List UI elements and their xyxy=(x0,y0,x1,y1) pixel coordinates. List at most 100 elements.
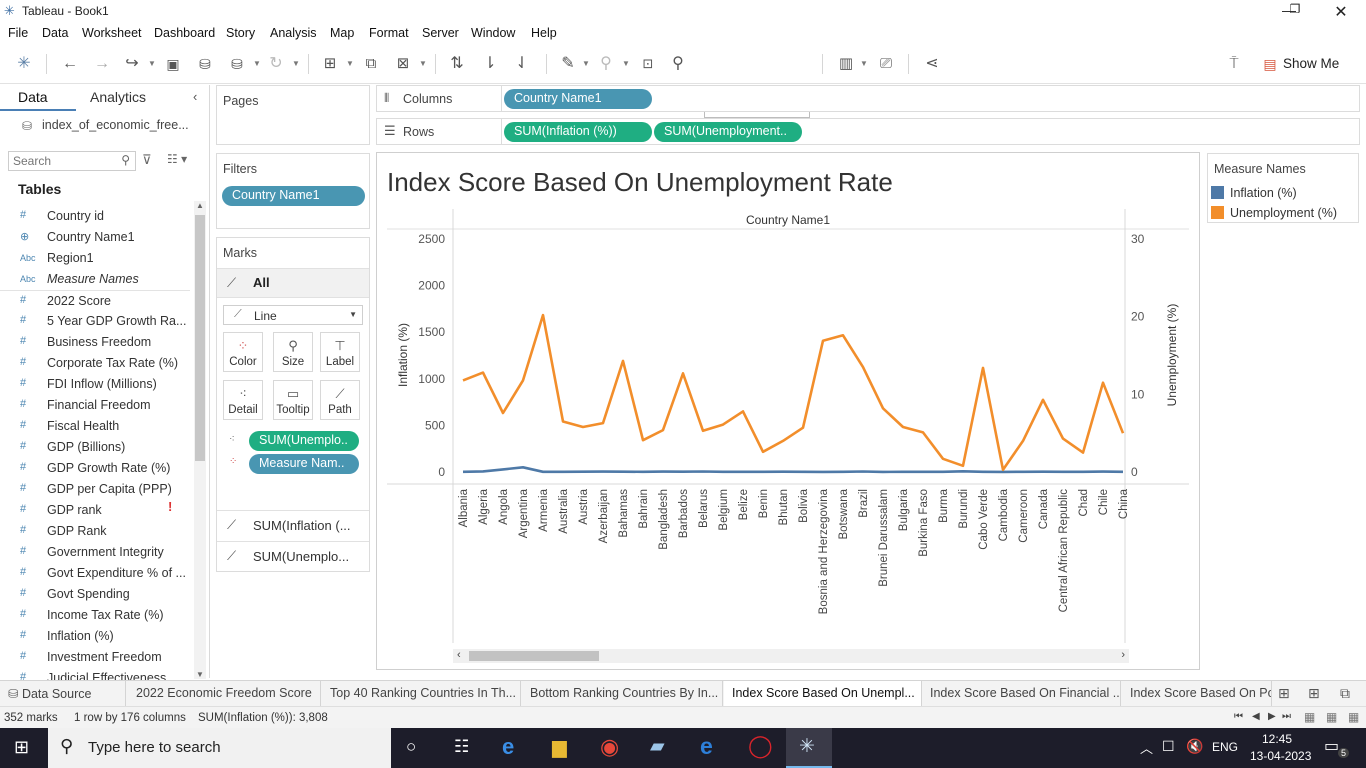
clear-sheet-icon[interactable]: ⊠ xyxy=(396,55,410,72)
windows-start-icon[interactable]: ⊞ xyxy=(14,737,30,757)
replay-dropdown-icon[interactable]: ▼ xyxy=(148,59,156,68)
chrome-icon[interactable]: ◉ xyxy=(600,734,620,759)
group-icon[interactable]: ⚲ xyxy=(600,55,612,72)
field-item[interactable]: # GDP Rank xyxy=(0,521,190,542)
first-sheet-icon[interactable]: ⏮ xyxy=(1234,711,1243,722)
path-button[interactable]: ⟋ Path xyxy=(320,380,360,420)
menu-window[interactable]: Window xyxy=(471,26,516,40)
refresh-icon[interactable]: ↻ xyxy=(269,55,283,72)
menu-server[interactable]: Server xyxy=(422,26,459,40)
language-indicator[interactable]: ENG xyxy=(1212,740,1239,754)
tab-bottom-ranking[interactable]: Bottom Ranking Countries By In... xyxy=(522,681,723,707)
scrollbar-thumb[interactable] xyxy=(469,651,599,661)
rows-pill-unemployment[interactable]: SUM(Unemployment.. xyxy=(654,122,802,142)
field-item[interactable]: # Financial Freedom xyxy=(0,395,190,416)
maximize-restore-button[interactable]: ❐ xyxy=(1289,2,1301,16)
field-item[interactable]: Abc Measure Names xyxy=(0,269,190,290)
sort-descending-icon[interactable]: ⇃ xyxy=(515,55,529,72)
field-item[interactable]: # Fiscal Health xyxy=(0,416,190,437)
next-sheet-icon[interactable]: ▶ xyxy=(1268,711,1276,722)
menu-story[interactable]: Story xyxy=(226,26,256,40)
clock-time[interactable]: 12:45 xyxy=(1262,732,1293,746)
new-worksheet-dropdown-icon[interactable]: ▼ xyxy=(346,59,354,68)
minimize-button[interactable]: — xyxy=(1282,2,1296,18)
field-item[interactable]: # Govt Spending xyxy=(0,584,190,605)
tab-top-40-ranking[interactable]: Top 40 Ranking Countries In Th... xyxy=(322,681,521,707)
taskbar-search[interactable]: ⚲ Type here to search xyxy=(48,728,391,768)
tableau-home-icon[interactable]: ✳ xyxy=(17,55,31,72)
marks-card-inflation[interactable]: ⟋ SUM(Inflation (... xyxy=(217,510,369,540)
tab-data-source[interactable]: ⛁ Data Source xyxy=(0,681,126,707)
menu-format[interactable]: Format xyxy=(369,26,409,40)
scroll-right-icon[interactable]: › xyxy=(1121,649,1125,661)
field-item[interactable]: # Country id xyxy=(0,206,190,227)
mark-type-select[interactable]: ⟋ Line ▼ xyxy=(223,305,363,325)
menu-dashboard[interactable]: Dashboard xyxy=(154,26,216,40)
edge-icon[interactable]: e xyxy=(700,733,713,759)
field-item[interactable]: # GDP per Capita (PPP) xyxy=(0,479,190,500)
tab-index-po[interactable]: Index Score Based On Po xyxy=(1122,681,1272,707)
new-worksheet-tab-icon[interactable]: ⊞ xyxy=(1278,685,1290,701)
menu-data[interactable]: Data xyxy=(42,26,69,40)
notes-app-icon[interactable]: ▰ xyxy=(650,736,665,757)
last-sheet-icon[interactable]: ⏭ xyxy=(1282,711,1291,722)
replay-icon[interactable]: ↪ xyxy=(125,55,139,72)
tableau-taskbar-item[interactable]: ✳ xyxy=(786,728,832,768)
tab-analytics[interactable]: Analytics xyxy=(90,89,147,105)
save-icon[interactable]: ▣ xyxy=(166,56,180,72)
menu-map[interactable]: Map xyxy=(330,26,355,40)
tooltip-button[interactable]: ▭ Tooltip xyxy=(273,380,313,420)
notification-icon[interactable]: ▭ xyxy=(1324,738,1340,755)
field-item[interactable]: #5 Year GDP Growth Ra... xyxy=(0,311,190,332)
highlight-dropdown-icon[interactable]: ▼ xyxy=(582,59,590,68)
filter-icon[interactable]: ⊽ xyxy=(142,152,152,167)
field-item[interactable]: # FDI Inflow (Millions) xyxy=(0,374,190,395)
field-item[interactable]: # GDP rank xyxy=(0,500,190,521)
new-datasource-icon[interactable]: ⛁ xyxy=(199,56,211,72)
scrollbar[interactable]: ▲ ▼ xyxy=(194,201,206,679)
presentation-icon[interactable]: ⎚ xyxy=(879,55,892,72)
filter-pill-country[interactable]: Country Name1 xyxy=(222,186,365,206)
file-explorer-icon[interactable]: ▆ xyxy=(552,737,567,758)
marks-pill-measure-names[interactable]: Measure Nam.. xyxy=(249,454,359,474)
opera-icon[interactable]: ◯ xyxy=(748,733,773,758)
pause-updates-icon[interactable]: ⛁ xyxy=(231,56,243,72)
sort-ascending-icon[interactable]: ⇂ xyxy=(483,55,497,72)
marks-all-row[interactable]: ⟋ All xyxy=(217,268,369,298)
tab-economic-freedom-score[interactable]: 2022 Economic Freedom Score xyxy=(128,681,321,707)
tabs-view-icon[interactable]: ▦ xyxy=(1348,710,1360,724)
field-item[interactable]: # Inflation (%) xyxy=(0,626,190,647)
field-search[interactable]: ⚲ xyxy=(8,151,136,171)
close-button[interactable]: ✕ xyxy=(1334,4,1348,21)
clock-date[interactable]: 13-04-2023 xyxy=(1250,749,1312,763)
field-item[interactable]: # Government Integrity xyxy=(0,542,190,563)
swap-icon[interactable]: ⇅ xyxy=(450,55,464,72)
scroll-down-icon[interactable]: ▼ xyxy=(196,670,204,679)
widgets-icon[interactable]: ☷ xyxy=(454,737,470,756)
filmstrip-view-icon[interactable]: ▦ xyxy=(1304,710,1316,724)
sheet-sorter-icon[interactable]: ▦ xyxy=(1326,710,1338,724)
field-item[interactable]: Abc Region1 xyxy=(0,248,190,269)
field-item[interactable]: # Govt Expenditure % of ... xyxy=(0,563,190,584)
prev-sheet-icon[interactable]: ◀ xyxy=(1252,711,1260,722)
new-worksheet-icon[interactable]: ⊞ xyxy=(323,55,337,72)
menu-worksheet[interactable]: Worksheet xyxy=(82,26,142,40)
pin-icon[interactable]: ⚲ xyxy=(672,55,684,72)
new-dashboard-tab-icon[interactable]: ⊞ xyxy=(1308,685,1320,701)
legend-item-inflation[interactable]: Inflation (%) xyxy=(1211,185,1357,203)
tab-data[interactable]: Data xyxy=(18,89,48,105)
field-item[interactable]: # Investment Freedom xyxy=(0,647,190,668)
tab-index-financial[interactable]: Index Score Based On Financial ... xyxy=(922,681,1121,707)
field-item[interactable]: #2022 Score xyxy=(0,290,190,311)
show-cards-icon[interactable]: ▥ xyxy=(838,55,854,72)
field-item[interactable]: # GDP (Billions) xyxy=(0,437,190,458)
field-item[interactable]: # GDP Growth Rate (%) xyxy=(0,458,190,479)
view-options-icon[interactable]: ☷ ▾ xyxy=(167,152,188,166)
undo-icon[interactable]: ← xyxy=(62,55,78,72)
field-item[interactable]: # Income Tax Rate (%) xyxy=(0,605,190,626)
line-chart[interactable]: Country Name1 2500 2000 1500 1000 500 0 30 20 10 0… xyxy=(377,153,1199,669)
scroll-left-icon[interactable]: ‹ xyxy=(457,649,461,661)
rows-pill-inflation[interactable]: SUM(Inflation (%)) xyxy=(504,122,652,142)
share-icon[interactable]: ⋖ xyxy=(925,55,939,72)
chevron-up-icon[interactable]: ︿ xyxy=(1140,741,1154,756)
